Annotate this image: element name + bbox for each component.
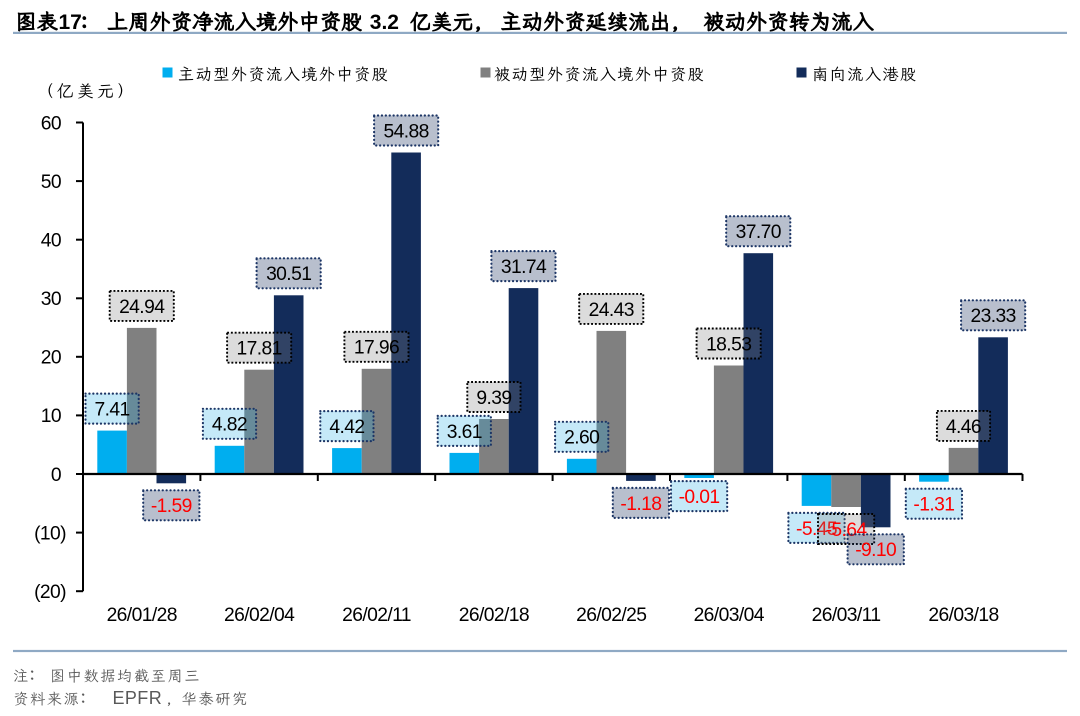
svg-text:3.2: 3.2 [370,11,399,34]
svg-text:17: 17 [59,11,82,34]
svg-text:-9.10: -9.10 [855,540,896,561]
svg-text:26/03/04: 26/03/04 [694,605,765,626]
svg-text:-5.45: -5.45 [796,519,837,540]
svg-text:26/03/18: 26/03/18 [928,605,998,626]
svg-text:26/02/11: 26/02/11 [342,605,411,626]
svg-text:9.39: 9.39 [476,388,511,409]
svg-text:24.43: 24.43 [589,300,634,321]
svg-text:40: 40 [41,231,61,252]
svg-text:EPFR: EPFR [113,688,163,708]
svg-text:10: 10 [41,406,61,427]
svg-text:20: 20 [41,348,61,369]
svg-text:4.42: 4.42 [329,417,364,438]
svg-text:-5.64: -5.64 [826,520,868,541]
svg-text:26/03/11: 26/03/11 [812,605,881,626]
svg-text:0: 0 [51,465,61,486]
svg-text:4.82: 4.82 [212,415,247,436]
svg-text:-1.18: -1.18 [620,494,661,515]
svg-text:26/02/18: 26/02/18 [459,605,529,626]
svg-text:30.51: 30.51 [266,264,311,285]
svg-text:18.53: 18.53 [706,334,751,355]
svg-text:37.70: 37.70 [736,222,781,243]
svg-text:4.46: 4.46 [946,417,981,438]
svg-text:24.94: 24.94 [119,297,165,318]
svg-text:26/02/04: 26/02/04 [224,605,295,626]
svg-text:-0.01: -0.01 [679,487,720,508]
svg-text:60: 60 [41,113,61,134]
svg-text:(20): (20) [34,582,66,603]
svg-text:50: 50 [41,172,61,193]
svg-text:26/01/28: 26/01/28 [107,605,177,626]
svg-text:-1.59: -1.59 [151,496,192,517]
svg-text:-1.31: -1.31 [913,495,954,516]
svg-text:2.60: 2.60 [564,428,599,449]
svg-text:26/02/25: 26/02/25 [576,605,646,626]
svg-text:30: 30 [41,289,61,310]
svg-text:23.33: 23.33 [970,306,1015,327]
svg-text:31.74: 31.74 [501,257,547,278]
svg-text:(10): (10) [34,523,66,544]
svg-text:7.41: 7.41 [95,400,130,421]
svg-text:54.88: 54.88 [383,121,428,142]
svg-text:3.61: 3.61 [447,422,482,443]
svg-text:17.96: 17.96 [354,338,399,359]
svg-text:17.81: 17.81 [236,339,281,360]
